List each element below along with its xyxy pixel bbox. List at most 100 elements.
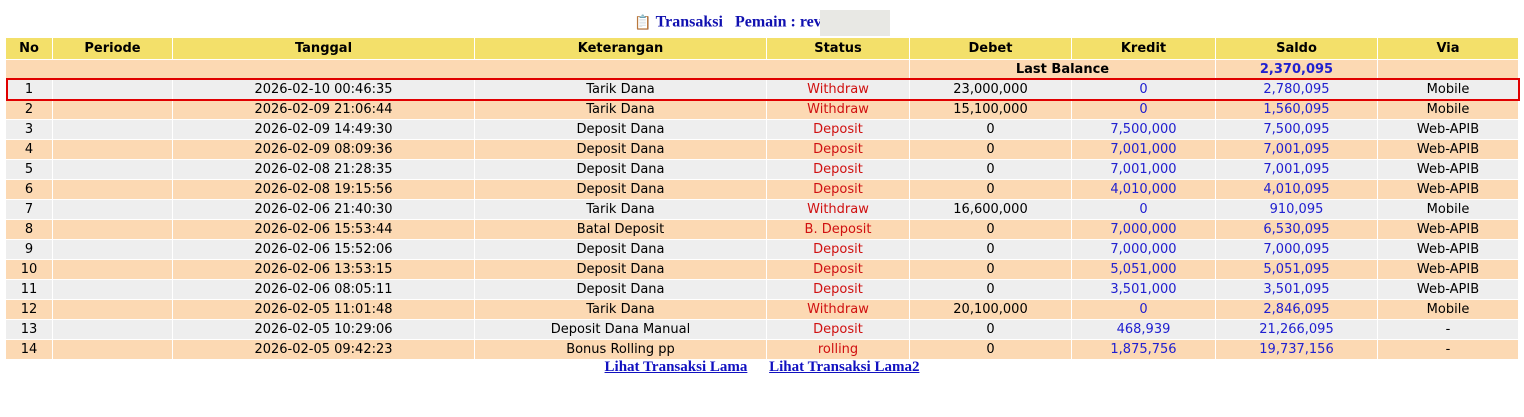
cell-via: Web-APIB xyxy=(1378,120,1518,140)
cell-debet: 0 xyxy=(910,180,1071,200)
cell-periode xyxy=(53,80,172,100)
cell-ket: Tarik Dana xyxy=(475,80,766,100)
cell-periode xyxy=(53,220,172,240)
cell-periode xyxy=(53,300,172,320)
cell-via: Web-APIB xyxy=(1378,160,1518,180)
cell-kredit: 7,001,000 xyxy=(1072,160,1215,180)
cell-debet: 23,000,000 xyxy=(910,80,1071,100)
cell-periode xyxy=(53,200,172,220)
cell-periode xyxy=(53,120,172,140)
cell-saldo: 2,780,095 xyxy=(1216,80,1377,100)
player-label: Pemain : rev xyxy=(734,13,822,31)
cell-via: - xyxy=(1378,340,1518,360)
cell-no: 13 xyxy=(6,320,52,340)
column-header: Debet xyxy=(910,38,1071,60)
cell-status: Deposit xyxy=(767,160,909,180)
cell-status: Withdraw xyxy=(767,300,909,320)
clipboard-icon: 📋 xyxy=(634,15,652,31)
cell-no: 1 xyxy=(6,80,52,100)
cell-debet: 0 xyxy=(910,220,1071,240)
page-title: 📋 Transaksi Pemain : rev xyxy=(0,10,1524,36)
cell-status: Deposit xyxy=(767,320,909,340)
cell-tanggal: 2026-02-06 13:53:15 xyxy=(173,260,474,280)
cell-ket: Tarik Dana xyxy=(475,300,766,320)
cell-kredit: 7,000,000 xyxy=(1072,240,1215,260)
column-header: Periode xyxy=(53,38,172,60)
cell-status: Deposit xyxy=(767,240,909,260)
cell-ket: Deposit Dana xyxy=(475,120,766,140)
table-row: 2 2026-02-09 21:06:44 Tarik Dana Withdraw 15… xyxy=(6,100,1518,120)
cell-debet: 0 xyxy=(910,320,1071,340)
cell-ket: Deposit Dana xyxy=(475,240,766,260)
cell-via: Mobile xyxy=(1378,80,1518,100)
cell-ket: Deposit Dana xyxy=(475,140,766,160)
cell-ket: Tarik Dana xyxy=(475,100,766,120)
table-row: 14 2026-02-05 09:42:23 Bonus Rolling pp rol… xyxy=(6,340,1518,360)
cell-tanggal: 2026-02-09 14:49:30 xyxy=(173,120,474,140)
title-label: Transaksi xyxy=(655,13,723,31)
old-transactions-2-link[interactable]: Lihat Transaksi Lama2 xyxy=(769,359,920,375)
cell-via: - xyxy=(1378,320,1518,340)
cell-periode xyxy=(53,320,172,340)
table-row: 4 2026-02-09 08:09:36 Deposit Dana Deposit 0… xyxy=(6,140,1518,160)
cell-status: Deposit xyxy=(767,180,909,200)
cell-saldo: 4,010,095 xyxy=(1216,180,1377,200)
cell-no: 9 xyxy=(6,240,52,260)
cell-kredit: 0 xyxy=(1072,100,1215,120)
redacted-name xyxy=(819,10,890,36)
cell-ket: Batal Deposit xyxy=(475,220,766,240)
cell-status: Withdraw xyxy=(767,200,909,220)
column-header: No xyxy=(6,38,52,60)
cell-saldo: 2,846,095 xyxy=(1216,300,1377,320)
cell-tanggal: 2026-02-05 09:42:23 xyxy=(173,340,474,360)
transactions-table: No Periode Tanggal Keterangan Status Debet Kre… xyxy=(5,38,1519,360)
cell-status: Deposit xyxy=(767,280,909,300)
cell-periode xyxy=(53,280,172,300)
cell-kredit: 4,010,000 xyxy=(1072,180,1215,200)
cell-periode xyxy=(53,340,172,360)
table-row: 10 2026-02-06 13:53:15 Deposit Dana Deposit… xyxy=(6,260,1518,280)
cell-periode xyxy=(53,100,172,120)
cell-kredit: 0 xyxy=(1072,80,1215,100)
cell-ket: Deposit Dana Manual xyxy=(475,320,766,340)
cell-no: 6 xyxy=(6,180,52,200)
cell-via: Web-APIB xyxy=(1378,260,1518,280)
cell-status: Deposit xyxy=(767,120,909,140)
cell-no: 2 xyxy=(6,100,52,120)
cell-kredit: 7,000,000 xyxy=(1072,220,1215,240)
cell-tanggal: 2026-02-10 00:46:35 xyxy=(173,80,474,100)
cell-status: Withdraw xyxy=(767,80,909,100)
last-balance-label: Last Balance xyxy=(910,60,1215,80)
cell-saldo: 7,500,095 xyxy=(1216,120,1377,140)
cell-no: 12 xyxy=(6,300,52,320)
cell-saldo: 21,266,095 xyxy=(1216,320,1377,340)
cell-status: Withdraw xyxy=(767,100,909,120)
cell-via: Mobile xyxy=(1378,300,1518,320)
cell-ket: Deposit Dana xyxy=(475,260,766,280)
cell-status: rolling xyxy=(767,340,909,360)
cell-saldo: 7,001,095 xyxy=(1216,160,1377,180)
cell-debet: 0 xyxy=(910,120,1071,140)
cell-kredit: 7,001,000 xyxy=(1072,140,1215,160)
cell-periode xyxy=(53,160,172,180)
cell-periode xyxy=(53,140,172,160)
table-row: 13 2026-02-05 10:29:06 Deposit Dana Manual… xyxy=(6,320,1518,340)
table-row: 1 2026-02-10 00:46:35 Tarik Dana Withdraw 23… xyxy=(6,80,1518,100)
column-header: Via xyxy=(1378,38,1518,60)
cell-tanggal: 2026-02-06 15:52:06 xyxy=(173,240,474,260)
cell-ket: Bonus Rolling pp xyxy=(475,340,766,360)
cell-via: Web-APIB xyxy=(1378,180,1518,200)
cell-via: Web-APIB xyxy=(1378,220,1518,240)
column-header: Status xyxy=(767,38,909,60)
cell-tanggal: 2026-02-08 19:15:56 xyxy=(173,180,474,200)
table-row: 11 2026-02-06 08:05:11 Deposit Dana Deposit… xyxy=(6,280,1518,300)
cell-status: Deposit xyxy=(767,260,909,280)
cell-debet: 0 xyxy=(910,140,1071,160)
cell-debet: 0 xyxy=(910,280,1071,300)
cell-debet: 0 xyxy=(910,240,1071,260)
cell-ket: Deposit Dana xyxy=(475,280,766,300)
table-row: 12 2026-02-05 11:01:48 Tarik Dana Withdraw 2… xyxy=(6,300,1518,320)
cell-via: Web-APIB xyxy=(1378,140,1518,160)
cell-saldo: 1,560,095 xyxy=(1216,100,1377,120)
old-transactions-link[interactable]: Lihat Transaksi Lama xyxy=(604,359,748,375)
